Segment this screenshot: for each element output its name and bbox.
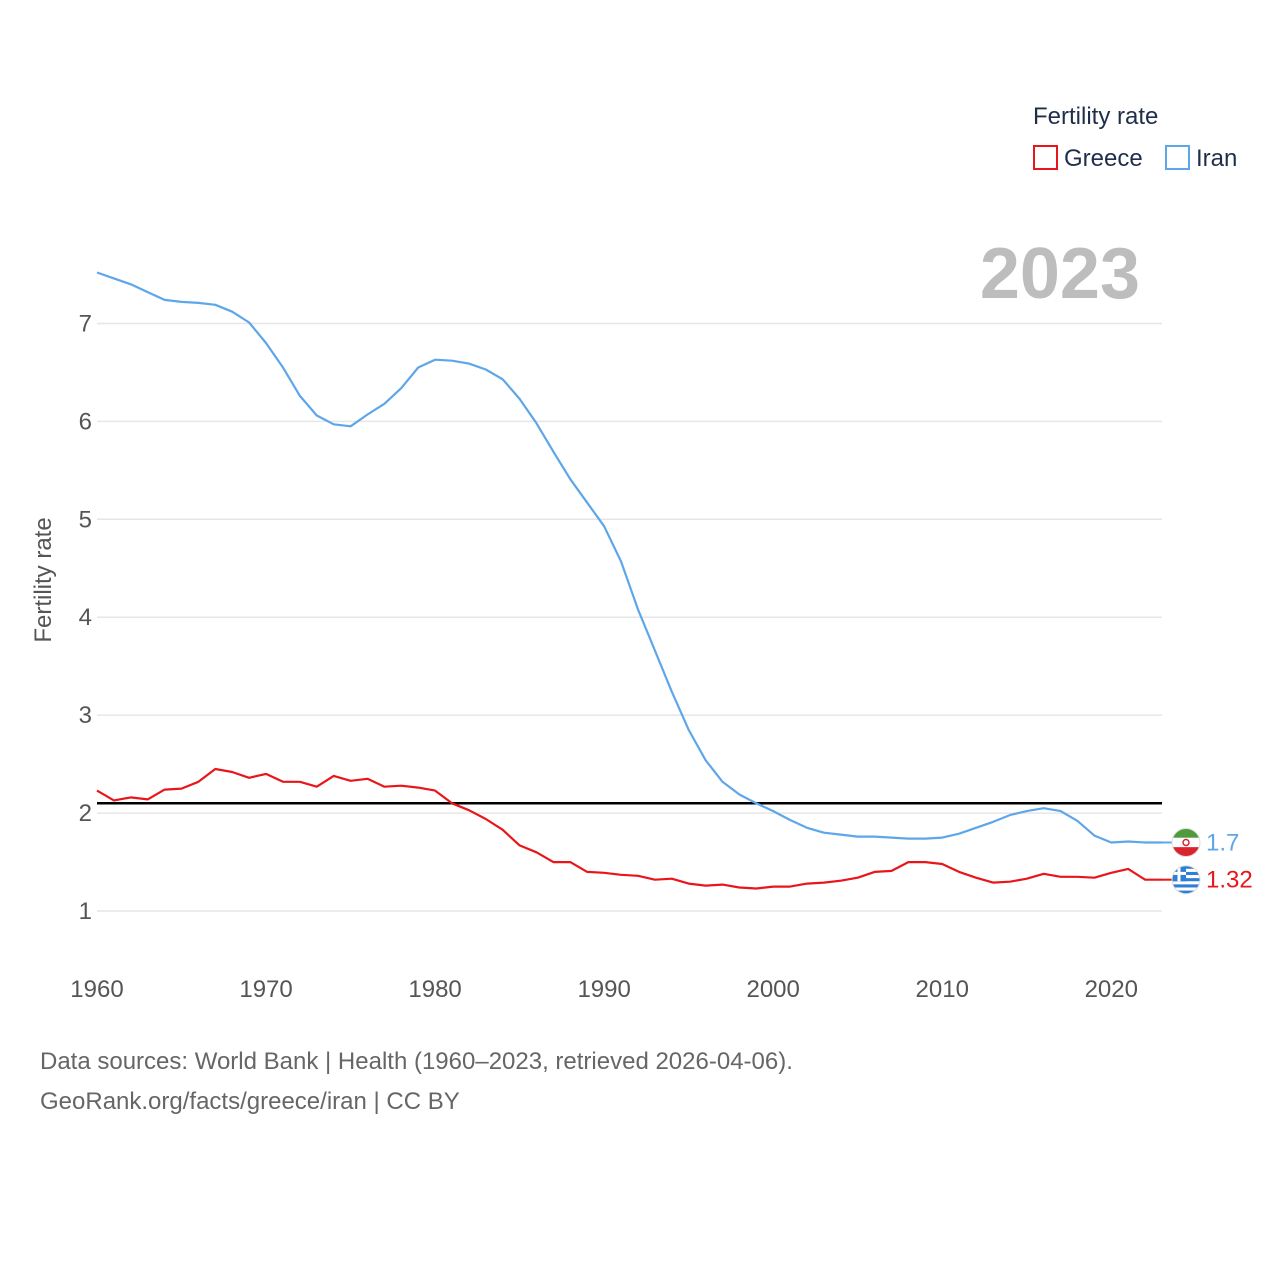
legend: Fertility rate Greece Iran bbox=[1033, 103, 1237, 172]
y-axis-ticks: 1 2 3 4 5 6 7 bbox=[79, 310, 92, 925]
iran-flag-icon bbox=[1171, 827, 1201, 857]
y-tick-label: 7 bbox=[79, 310, 92, 337]
y-tick-label: 5 bbox=[79, 506, 92, 533]
end-label-greece: 1.32 bbox=[1206, 867, 1253, 894]
grid-lines bbox=[97, 322, 1162, 912]
legend-label-greece: Greece bbox=[1064, 145, 1143, 172]
series-line-greece[interactable] bbox=[96, 767, 1162, 890]
end-label-iran: 1.7 bbox=[1206, 829, 1239, 856]
y-tick-label: 1 bbox=[79, 898, 92, 925]
legend-swatch-greece bbox=[1033, 145, 1058, 170]
y-tick-label: 4 bbox=[79, 604, 92, 631]
legend-swatch-iran bbox=[1165, 145, 1190, 170]
legend-label-iran: Iran bbox=[1196, 145, 1237, 172]
x-tick-label: 1990 bbox=[577, 976, 630, 1003]
y-tick-label: 2 bbox=[79, 800, 92, 827]
series-lines bbox=[96, 271, 1162, 890]
source-link[interactable]: GeoRank.org/facts/greece/iran | CC BY bbox=[40, 1088, 460, 1115]
x-axis-ticks: 1960 1970 1980 1990 2000 2010 2020 bbox=[70, 976, 1138, 1003]
series-line-iran[interactable] bbox=[96, 271, 1162, 844]
greece-flag-icon bbox=[1171, 865, 1201, 895]
legend-item-greece[interactable]: Greece bbox=[1033, 145, 1143, 172]
x-tick-label: 1980 bbox=[408, 976, 461, 1003]
footer: Data sources: World Bank | Health (1960–… bbox=[40, 1042, 793, 1122]
x-tick-label: 2010 bbox=[916, 976, 969, 1003]
y-tick-label: 6 bbox=[79, 408, 92, 435]
legend-title: Fertility rate bbox=[1033, 103, 1158, 130]
fertility-chart: 1 2 3 4 5 6 7 1960 1970 1980 1990 2000 2010 2020 Fer… bbox=[30, 103, 1253, 1003]
x-tick-label: 2020 bbox=[1085, 976, 1138, 1003]
x-tick-label: 2000 bbox=[746, 976, 799, 1003]
y-tick-label: 3 bbox=[79, 702, 92, 729]
series-end-labels: 1.32 1.7 bbox=[1162, 827, 1253, 895]
x-tick-label: 1970 bbox=[239, 976, 292, 1003]
x-tick-label: 1960 bbox=[70, 976, 123, 1003]
y-axis-title: Fertility rate bbox=[30, 517, 57, 642]
year-label: 2023 bbox=[980, 234, 1140, 314]
data-sources-text: Data sources: World Bank | Health (1960–… bbox=[40, 1048, 793, 1075]
legend-item-iran[interactable]: Iran bbox=[1165, 145, 1237, 172]
